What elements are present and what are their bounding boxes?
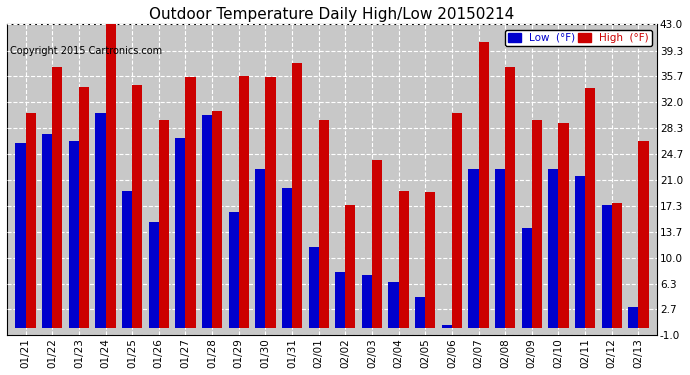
Bar [522, 228, 532, 328]
Bar [415, 297, 425, 328]
Title: Outdoor Temperature Daily High/Low 20150214: Outdoor Temperature Daily High/Low 20150… [149, 7, 515, 22]
Bar [266, 78, 275, 328]
Bar [452, 113, 462, 328]
Bar [202, 115, 212, 328]
Bar [212, 111, 222, 328]
Bar [15, 143, 26, 328]
Bar [388, 282, 399, 328]
Bar [148, 222, 159, 328]
Bar [255, 170, 266, 328]
Bar [505, 67, 515, 328]
Bar [575, 176, 585, 328]
Bar [308, 247, 319, 328]
Legend: Low  (°F), High  (°F): Low (°F), High (°F) [505, 30, 652, 46]
Bar [292, 63, 302, 328]
Bar [549, 170, 558, 328]
Bar [26, 113, 36, 328]
Bar [612, 202, 622, 328]
Bar [282, 188, 292, 328]
Bar [558, 123, 569, 328]
Bar [42, 134, 52, 328]
Bar [95, 113, 106, 328]
Bar [399, 190, 408, 328]
Bar [585, 88, 595, 328]
Bar [52, 67, 62, 328]
Bar [186, 78, 195, 328]
Bar [175, 138, 186, 328]
Bar [228, 212, 239, 328]
Bar [335, 272, 345, 328]
Bar [319, 120, 329, 328]
Bar [372, 160, 382, 328]
Bar [638, 141, 649, 328]
Bar [629, 307, 638, 328]
Text: Copyright 2015 Cartronics.com: Copyright 2015 Cartronics.com [10, 46, 162, 56]
Bar [532, 120, 542, 328]
Bar [69, 141, 79, 328]
Bar [479, 42, 489, 328]
Bar [122, 190, 132, 328]
Bar [495, 170, 505, 328]
Bar [159, 120, 169, 328]
Bar [362, 275, 372, 328]
Bar [602, 205, 612, 328]
Bar [239, 76, 249, 328]
Bar [79, 87, 89, 328]
Bar [106, 24, 116, 328]
Bar [469, 170, 479, 328]
Bar [425, 192, 435, 328]
Bar [345, 205, 355, 328]
Bar [442, 325, 452, 328]
Bar [132, 84, 142, 328]
